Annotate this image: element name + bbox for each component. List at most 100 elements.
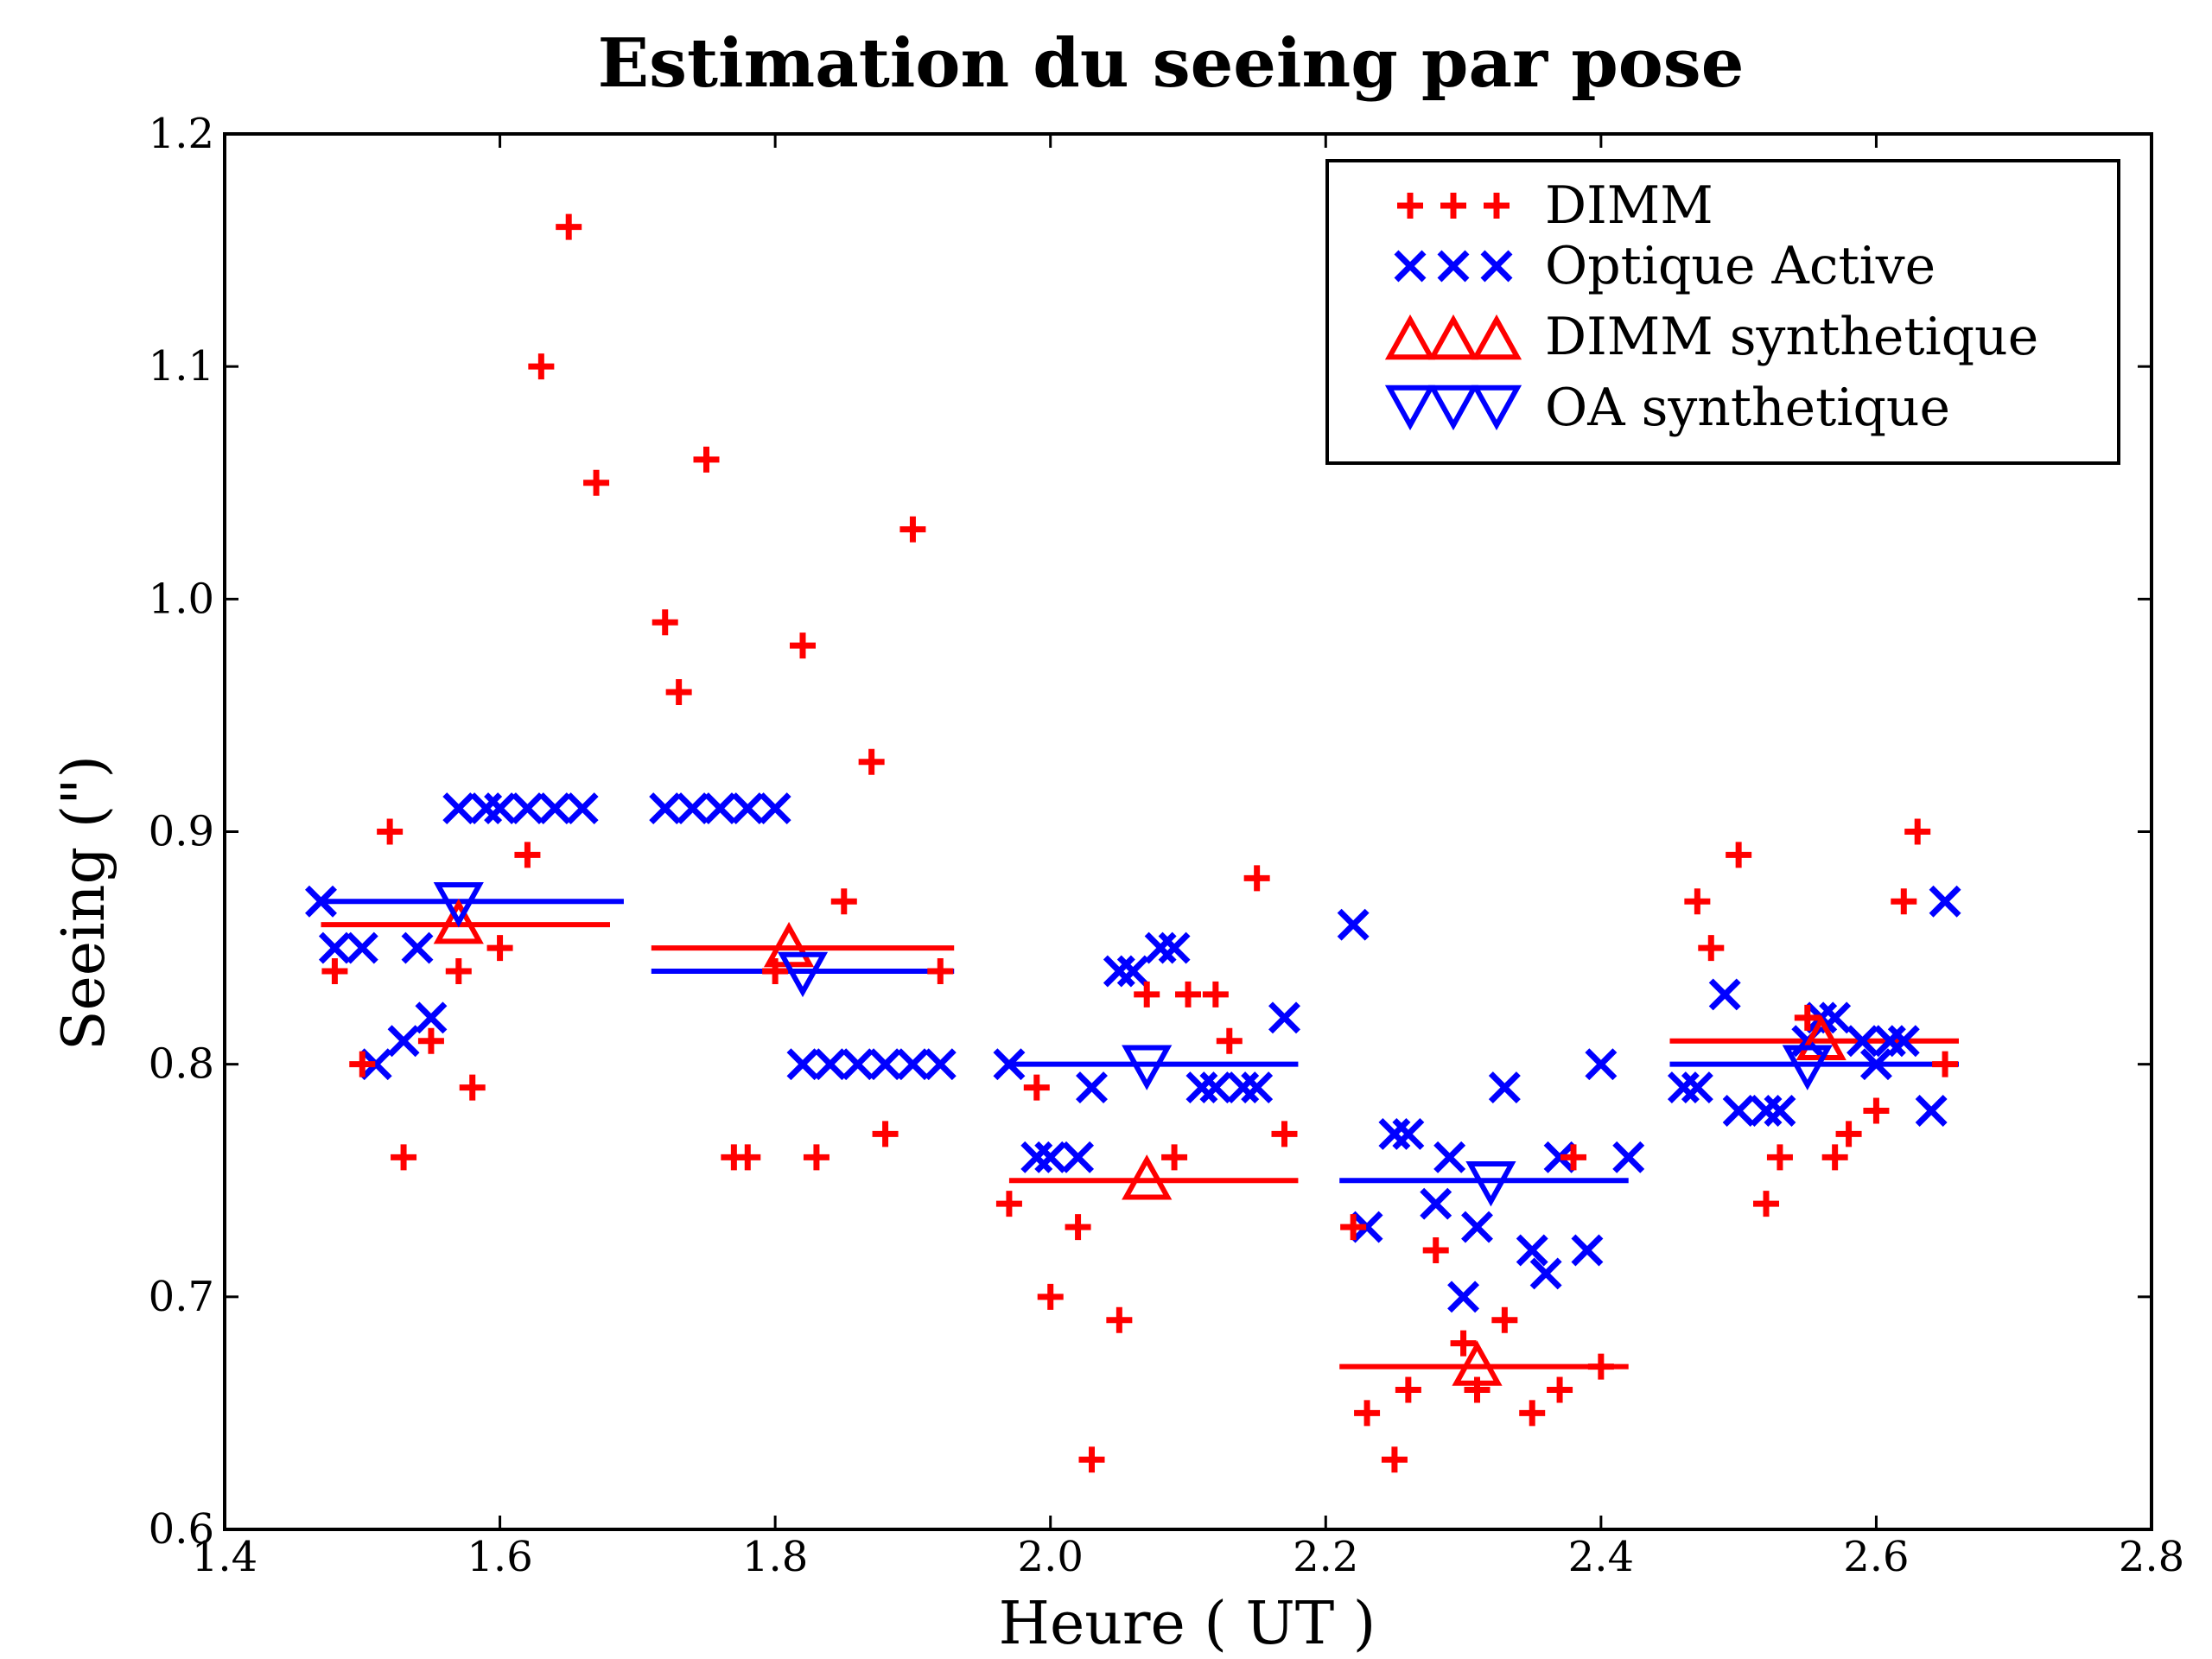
oa-point [401,931,434,964]
oa-point [1461,1211,1493,1243]
oa-point [359,1048,392,1081]
oa-point [1873,1025,1906,1058]
dimm-point [1354,1400,1381,1427]
x-tick-label: 2.8 [2119,1533,2184,1581]
oa-point [1447,1281,1480,1313]
dimm-point [1037,1283,1064,1310]
legend-marker-dimm [1440,193,1466,219]
oa-point [1929,885,1961,918]
oa-point [924,1048,957,1081]
dimm-point [1821,1144,1848,1171]
oa-synthetic-point [1122,1045,1173,1090]
dimm-point [1904,818,1931,845]
dimm-point [803,1144,830,1171]
dimm-point [1065,1214,1091,1241]
dimm-point [1175,981,1201,1007]
x-axis-label: Heure ( UT ) [999,1590,1376,1658]
oa-point [1722,1095,1755,1127]
dimm-point [1023,1074,1050,1101]
legend-marker-oa-synthetic [1427,385,1479,431]
dimm-point [321,958,348,984]
dimm-point [1422,1237,1449,1263]
x-tick-label: 2.2 [1293,1533,1358,1581]
oa-point [1529,1257,1562,1290]
chart-title: Estimation du seeing par pose [598,24,1745,103]
dimm-point [1202,981,1229,1007]
y-tick-label: 0.8 [149,1040,214,1089]
dimm-point [486,935,513,962]
dimm-point [377,818,404,845]
oa-point [1887,1025,1920,1058]
oa-point [1144,931,1177,964]
y-tick-label: 0.7 [149,1273,214,1321]
y-tick-label: 1.1 [149,342,214,391]
dimm-point [665,679,692,705]
dimm-point [1395,1376,1421,1403]
oa-point [993,1048,1026,1081]
dimm-point [1271,1121,1298,1147]
legend-marker-oa [1394,250,1427,283]
dimm-point [1381,1446,1408,1473]
legend-marker-dimm [1484,193,1510,219]
y-tick-label: 0.6 [149,1505,214,1554]
oa-point [415,1001,448,1034]
dimm-point [899,516,926,543]
oa-point [1158,931,1191,964]
oa-point [1020,1141,1053,1173]
oa-point [305,885,337,918]
oa-point [1103,955,1135,988]
x-tick-label: 1.4 [192,1533,257,1581]
oa-point [1241,1071,1274,1104]
oa-point [703,792,736,825]
oa-point [1585,1048,1618,1081]
dimm-point [1450,1330,1477,1357]
oa-point [1847,1025,1878,1058]
legend-marker-dimm [1397,193,1423,219]
axis-ticks: 1.4 1.6 1.8 2.0 2.2 2.4 2.6 2.8 0.6 0.7 0.8 0.9 1.0 1… [149,110,2185,1581]
oa-point [1488,1071,1521,1104]
dimm-point [583,469,610,496]
oa-point [1392,1117,1425,1150]
dimm-point [459,1074,486,1101]
dimm-point [349,1051,376,1077]
oa-point [1750,1095,1783,1127]
dimm-point [872,1121,899,1147]
dimm-point [734,1144,761,1171]
dimm-point [858,748,885,775]
oa-synthetic-point [1465,1161,1516,1207]
dimm-point [391,1144,417,1171]
oa-point [649,792,682,825]
dimm-point [514,842,541,868]
x-tick-label: 2.0 [1018,1533,1084,1581]
oa-point [1571,1234,1604,1267]
plot-frame [223,132,2153,1531]
oa-point [896,1048,929,1081]
x-tick-label: 2.4 [1568,1533,1634,1581]
oa-point [1915,1095,1948,1127]
oa-point [1708,978,1741,1011]
legend-marker-dimm-synthetic [1384,314,1436,360]
oa-point [814,1048,847,1081]
oa-point [786,1048,819,1081]
oa-point [1076,1071,1108,1104]
oa-synthetic-point [1782,1045,1833,1090]
oa-point [1378,1117,1411,1150]
dimm-point [1134,981,1160,1007]
oa-point [1227,1071,1260,1104]
oa-point [731,792,764,825]
oa-point [318,931,351,964]
dimm-synthetic-point [433,898,484,944]
dimm-point [1560,1144,1586,1171]
oa-point [1062,1141,1095,1173]
dimm-point [830,888,857,915]
oa-point [442,792,475,825]
dimm-point [693,446,720,473]
oa-synthetic-point [777,951,829,998]
oa-point [677,792,709,825]
oa-point [1681,1071,1713,1104]
oa-point [346,931,378,964]
oa-point [1199,1071,1232,1104]
oa-point [1351,1211,1383,1243]
oa-point [1420,1187,1452,1220]
dimm-point [556,213,582,240]
